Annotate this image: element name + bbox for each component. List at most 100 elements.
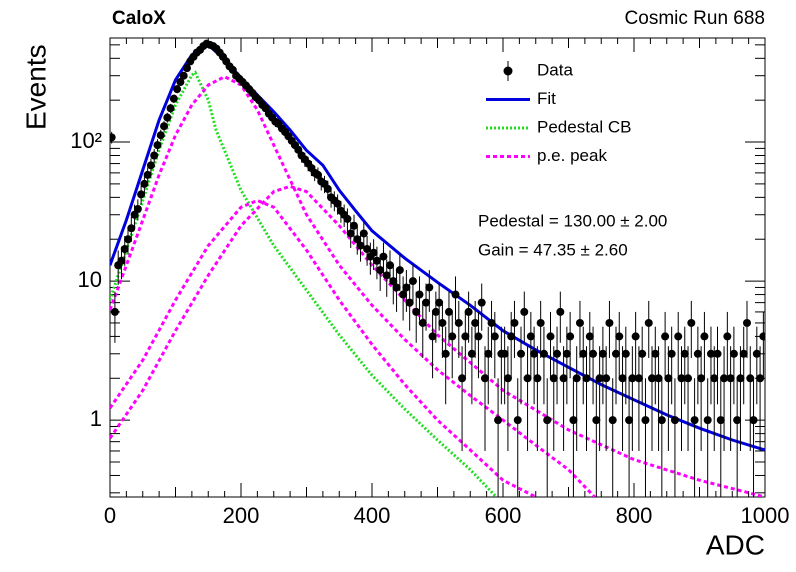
data-point	[173, 85, 182, 94]
data-point	[425, 283, 434, 292]
data-point	[530, 349, 539, 358]
data-point	[120, 245, 129, 254]
data-point	[517, 349, 526, 358]
data-point	[382, 271, 391, 280]
data-point	[605, 318, 614, 327]
data-point	[438, 318, 447, 327]
chart-title: CaloX	[112, 8, 166, 29]
data-point	[690, 416, 699, 425]
data-point	[746, 374, 755, 383]
data-point	[651, 349, 660, 358]
data-point	[343, 214, 352, 223]
data-point	[634, 374, 643, 383]
data-point	[723, 332, 732, 341]
data-point	[733, 416, 742, 425]
data-point	[448, 332, 457, 341]
data-point	[464, 307, 473, 316]
data-point	[759, 332, 765, 341]
data-point	[595, 374, 604, 383]
data-point	[697, 374, 706, 383]
x-tick-label: 400	[354, 503, 391, 528]
data-point	[395, 266, 404, 275]
data-point	[615, 332, 624, 341]
data-point	[143, 170, 152, 179]
data-point	[402, 283, 411, 292]
data-point	[657, 416, 666, 425]
data-point	[539, 349, 548, 358]
data-point	[163, 113, 172, 122]
data-point	[566, 332, 575, 341]
data-point	[582, 374, 591, 383]
data-point	[140, 179, 149, 188]
data-point	[706, 349, 715, 358]
pe-peak-curve	[110, 75, 596, 497]
data-point	[579, 349, 588, 358]
data-point	[386, 261, 395, 270]
data-point	[313, 170, 322, 179]
data-point	[677, 374, 686, 383]
data-point	[611, 349, 620, 358]
data-point	[356, 241, 365, 250]
y-axis-label: Events	[20, 44, 51, 130]
data-point	[431, 307, 440, 316]
data-point	[648, 374, 657, 383]
data-point	[412, 307, 421, 316]
data-point	[589, 349, 598, 358]
data-point	[703, 416, 712, 425]
data-point	[625, 416, 634, 425]
data-point	[553, 349, 562, 358]
data-point	[710, 374, 719, 383]
data-point	[641, 416, 650, 425]
data-point	[422, 298, 431, 307]
data-point	[575, 318, 584, 327]
data-point	[408, 277, 417, 286]
plot-frame	[109, 37, 766, 498]
data-point	[742, 318, 751, 327]
data-point	[598, 349, 607, 358]
data-point	[153, 141, 162, 150]
data-point	[618, 374, 627, 383]
y-tick-label: 10²	[70, 128, 102, 153]
x-tick-label: 200	[223, 503, 260, 528]
data-point	[664, 374, 673, 383]
data-point	[720, 374, 729, 383]
annotation: Pedestal = 130.00 ± 2.00	[478, 211, 667, 230]
annotation: Gain = 47.35 ± 2.60	[478, 240, 628, 259]
data-point	[749, 416, 758, 425]
data-point	[323, 184, 332, 193]
data-point	[454, 318, 463, 327]
data-point	[736, 374, 745, 383]
data-point	[638, 349, 647, 358]
data-point	[687, 318, 696, 327]
y-tick-label: 10	[78, 267, 102, 292]
data-point	[556, 307, 565, 316]
data-point	[490, 332, 499, 341]
data-point	[110, 133, 116, 142]
legend-label: Pedestal CB	[537, 117, 632, 136]
data-point	[150, 151, 159, 160]
data-point	[621, 349, 630, 358]
data-point	[513, 416, 522, 425]
data-point	[572, 374, 581, 383]
data-point	[739, 349, 748, 358]
data-point	[133, 204, 142, 213]
data-point	[500, 349, 509, 358]
data-point	[484, 349, 493, 358]
y-tick-label: 1	[90, 406, 102, 431]
data-point	[494, 416, 503, 425]
data-point	[392, 283, 401, 292]
data-point	[346, 229, 355, 238]
x-tick-label: 600	[485, 503, 522, 528]
data-point	[461, 332, 470, 341]
data-point	[713, 349, 722, 358]
legend-label: p.e. peak	[537, 146, 607, 165]
data-point	[160, 122, 169, 131]
data-point	[631, 332, 640, 341]
data-point	[176, 78, 185, 87]
data-point	[182, 64, 191, 73]
data-point	[444, 307, 453, 316]
legend-swatch	[503, 66, 513, 76]
x-axis-label: ADC	[706, 529, 765, 560]
data-point	[700, 332, 709, 341]
data-point	[435, 298, 444, 307]
